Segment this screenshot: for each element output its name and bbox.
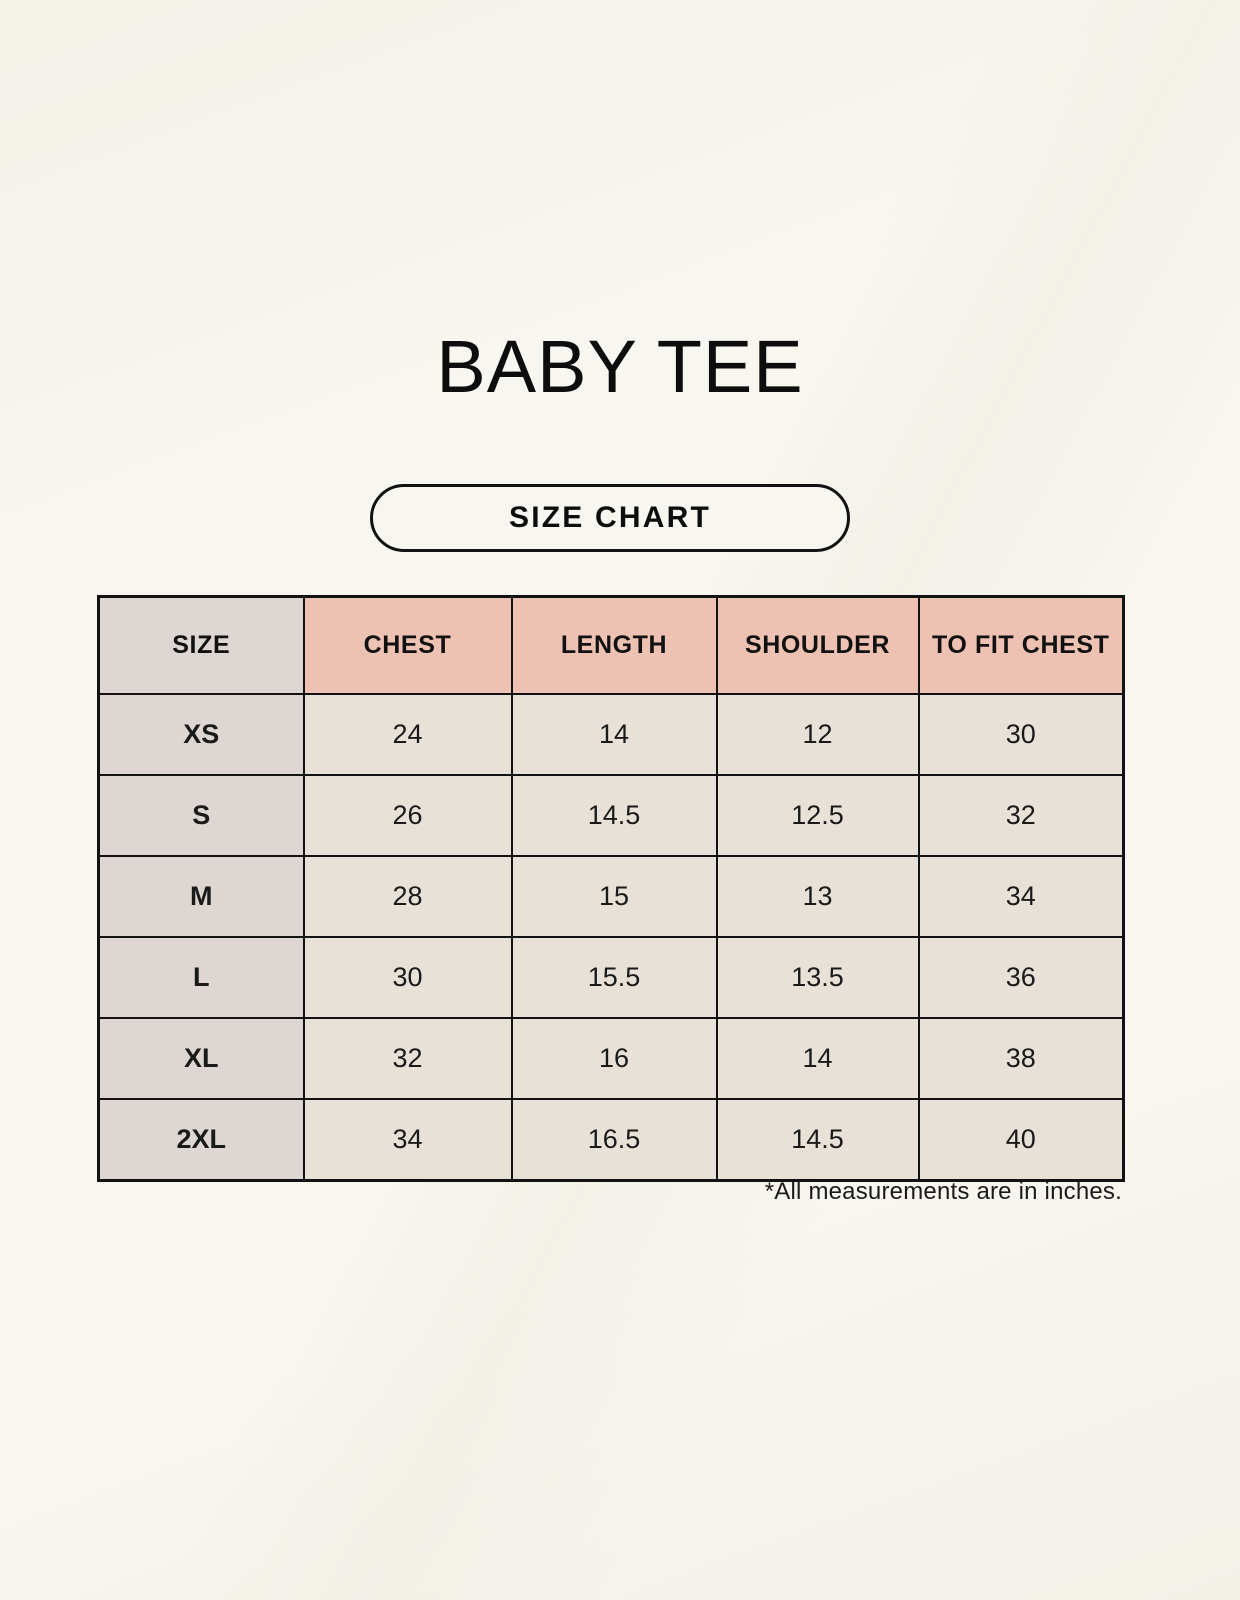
cell-length: 15.5 (510, 936, 718, 1019)
cell-to-fit-chest: 30 (917, 693, 1125, 776)
row-size-label: M (97, 855, 305, 938)
cell-chest: 24 (302, 693, 513, 776)
cell-chest: 26 (302, 774, 513, 857)
row-size-label: S (97, 774, 305, 857)
table-header-row: SIZE CHEST LENGTH SHOULDER TO FIT CHEST (97, 595, 1125, 695)
cell-to-fit-chest: 32 (917, 774, 1125, 857)
column-header-to-fit-chest: TO FIT CHEST (917, 595, 1125, 695)
cell-length: 15 (510, 855, 718, 938)
table-row: M 28 15 13 34 (97, 855, 1125, 938)
cell-shoulder: 12.5 (715, 774, 920, 857)
column-header-shoulder: SHOULDER (715, 595, 920, 695)
cell-to-fit-chest: 40 (917, 1098, 1125, 1182)
page-title: BABY TEE (436, 325, 804, 408)
cell-length: 14.5 (510, 774, 718, 857)
cell-length: 16 (510, 1017, 718, 1100)
size-table-container: SIZE CHEST LENGTH SHOULDER TO FIT CHEST … (97, 595, 1125, 1182)
size-chart-badge-label: SIZE CHART (509, 501, 711, 534)
column-header-chest: CHEST (302, 595, 513, 695)
cell-shoulder: 13 (715, 855, 920, 938)
row-size-label: 2XL (97, 1098, 305, 1182)
cell-shoulder: 14.5 (715, 1098, 920, 1182)
measurement-unit-note: *All measurements are in inches. (764, 1178, 1122, 1205)
cell-chest: 32 (302, 1017, 513, 1100)
row-size-label: XL (97, 1017, 305, 1100)
table-row: L 30 15.5 13.5 36 (97, 936, 1125, 1019)
cell-chest: 30 (302, 936, 513, 1019)
column-header-size: SIZE (97, 595, 305, 695)
cell-to-fit-chest: 38 (917, 1017, 1125, 1100)
size-table: SIZE CHEST LENGTH SHOULDER TO FIT CHEST … (97, 595, 1125, 1182)
row-size-label: L (97, 936, 305, 1019)
column-header-length: LENGTH (510, 595, 718, 695)
cell-to-fit-chest: 34 (917, 855, 1125, 938)
cell-chest: 34 (302, 1098, 513, 1182)
cell-shoulder: 13.5 (715, 936, 920, 1019)
cell-shoulder: 12 (715, 693, 920, 776)
table-row: XS 24 14 12 30 (97, 693, 1125, 776)
cell-to-fit-chest: 36 (917, 936, 1125, 1019)
size-chart-badge: SIZE CHART (370, 484, 850, 552)
table-row: XL 32 16 14 38 (97, 1017, 1125, 1100)
table-row: S 26 14.5 12.5 32 (97, 774, 1125, 857)
cell-length: 16.5 (510, 1098, 718, 1182)
row-size-label: XS (97, 693, 305, 776)
cell-chest: 28 (302, 855, 513, 938)
table-row: 2XL 34 16.5 14.5 40 (97, 1098, 1125, 1182)
cell-shoulder: 14 (715, 1017, 920, 1100)
cell-length: 14 (510, 693, 718, 776)
size-table-head: SIZE CHEST LENGTH SHOULDER TO FIT CHEST (97, 595, 1125, 695)
size-table-body: XS 24 14 12 30 S 26 14.5 12.5 32 M 28 15 (97, 693, 1125, 1182)
